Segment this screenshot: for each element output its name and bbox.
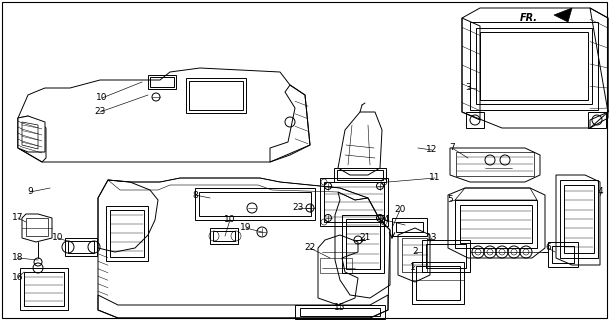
Bar bbox=[548, 242, 578, 267]
Text: 17: 17 bbox=[12, 213, 24, 222]
Text: 9: 9 bbox=[27, 188, 33, 196]
Text: 10: 10 bbox=[224, 215, 236, 225]
Text: 8: 8 bbox=[192, 190, 198, 199]
Bar bbox=[320, 258, 352, 273]
Bar bbox=[346, 219, 380, 269]
Bar bbox=[402, 238, 427, 272]
Text: 16: 16 bbox=[12, 274, 24, 283]
Circle shape bbox=[475, 249, 481, 255]
Bar bbox=[422, 240, 470, 272]
Circle shape bbox=[487, 249, 493, 255]
Bar bbox=[456, 152, 534, 176]
Bar bbox=[148, 75, 176, 89]
Bar bbox=[392, 218, 427, 236]
Text: 5: 5 bbox=[447, 196, 453, 204]
Bar bbox=[396, 222, 423, 232]
Bar bbox=[324, 182, 384, 222]
Circle shape bbox=[523, 249, 529, 255]
Text: 15: 15 bbox=[334, 303, 346, 313]
Bar bbox=[480, 32, 588, 100]
Bar bbox=[588, 112, 606, 128]
Bar bbox=[337, 170, 383, 180]
Bar bbox=[564, 185, 594, 253]
Text: 14: 14 bbox=[379, 215, 391, 225]
Bar bbox=[455, 200, 537, 248]
Text: 1: 1 bbox=[410, 263, 416, 273]
Polygon shape bbox=[554, 8, 572, 22]
Circle shape bbox=[499, 249, 505, 255]
Bar bbox=[300, 308, 380, 316]
Text: 23: 23 bbox=[292, 204, 304, 212]
Text: 22: 22 bbox=[304, 244, 315, 252]
Circle shape bbox=[511, 249, 517, 255]
Bar bbox=[195, 188, 315, 220]
Bar bbox=[342, 215, 384, 273]
Bar bbox=[470, 22, 598, 110]
Bar bbox=[552, 246, 574, 263]
Bar bbox=[213, 231, 235, 241]
Text: 10: 10 bbox=[96, 93, 108, 102]
Bar bbox=[334, 168, 386, 182]
Text: 3: 3 bbox=[465, 84, 471, 92]
Text: 23: 23 bbox=[94, 108, 106, 116]
Bar bbox=[26, 218, 48, 236]
Bar bbox=[199, 192, 311, 216]
Bar bbox=[68, 241, 94, 253]
Bar bbox=[320, 178, 388, 226]
Bar bbox=[466, 112, 484, 128]
Text: 7: 7 bbox=[449, 143, 455, 153]
Bar bbox=[426, 244, 466, 268]
Text: 2: 2 bbox=[412, 247, 418, 257]
Bar bbox=[189, 81, 243, 110]
Bar bbox=[106, 206, 148, 261]
Text: 21: 21 bbox=[359, 234, 371, 243]
Text: 10: 10 bbox=[52, 234, 64, 243]
Bar bbox=[186, 78, 246, 113]
Text: 12: 12 bbox=[426, 146, 438, 155]
Bar bbox=[65, 238, 97, 256]
Polygon shape bbox=[18, 116, 45, 152]
Text: 18: 18 bbox=[12, 253, 24, 262]
Bar bbox=[560, 180, 598, 258]
Bar bbox=[24, 272, 64, 306]
Bar bbox=[412, 262, 464, 304]
Bar bbox=[20, 268, 68, 310]
Text: 4: 4 bbox=[597, 188, 603, 196]
Bar bbox=[110, 210, 144, 257]
Bar bbox=[476, 28, 592, 104]
Text: 11: 11 bbox=[429, 173, 441, 182]
Text: 20: 20 bbox=[394, 205, 406, 214]
Text: FR.: FR. bbox=[520, 13, 538, 23]
Text: 13: 13 bbox=[426, 234, 438, 243]
Bar bbox=[295, 305, 385, 319]
Bar bbox=[416, 266, 460, 300]
Text: 6: 6 bbox=[545, 244, 551, 252]
Text: 19: 19 bbox=[240, 223, 252, 233]
Bar bbox=[210, 228, 238, 244]
Bar bbox=[460, 205, 532, 243]
Bar bbox=[150, 77, 174, 87]
